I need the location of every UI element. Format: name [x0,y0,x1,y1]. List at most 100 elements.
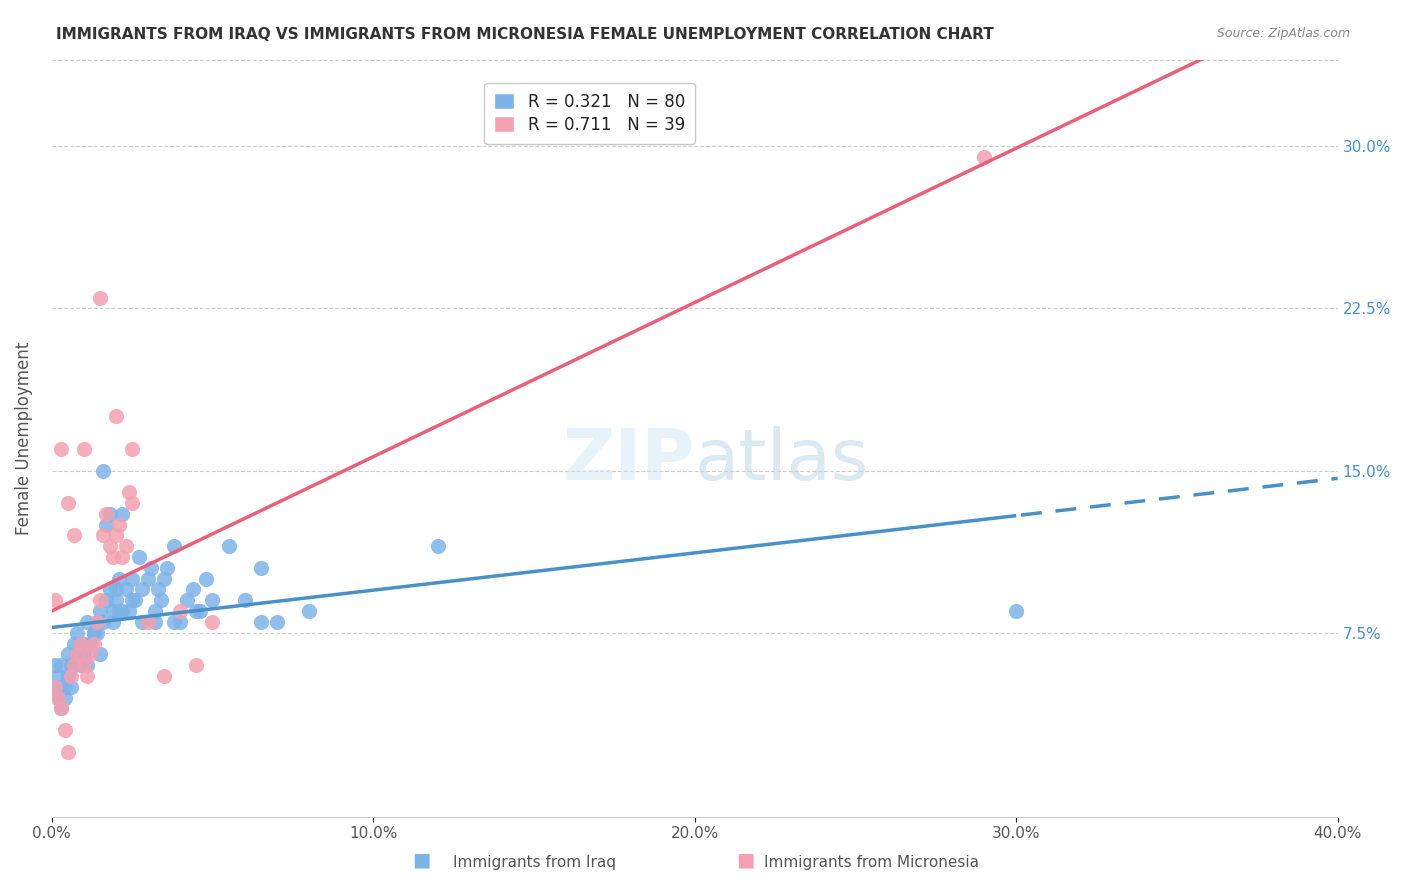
Point [66,648,89,662]
Point [169,604,191,618]
Point [56,669,79,683]
Point [51,658,73,673]
Point [108,604,131,618]
Point [218,539,240,553]
Point [69,636,91,650]
Point [186,604,208,618]
Text: atlas: atlas [695,426,869,495]
Point [233,593,256,607]
Point [188,604,211,618]
Point [51,442,73,456]
Point [73,658,96,673]
Point [60,669,83,683]
Point [201,615,224,629]
Point [73,636,96,650]
Point [195,572,218,586]
Point [101,550,124,565]
Point [56,669,79,683]
Point [121,593,143,607]
Point [111,507,134,521]
Text: ■: ■ [412,851,432,870]
Point [89,593,111,607]
Point [128,550,150,565]
Point [46,690,69,705]
Point [51,680,73,694]
Y-axis label: Female Unemployment: Female Unemployment [15,342,32,534]
Point [79,648,101,662]
Point [69,658,91,673]
Point [96,517,118,532]
Point [153,572,176,586]
Point [73,442,96,456]
Point [201,593,224,607]
Point [114,582,136,597]
Point [89,648,111,662]
Point [79,636,101,650]
Point [63,658,86,673]
Point [143,604,166,618]
Point [63,658,86,673]
Point [53,723,76,737]
Point [146,582,169,597]
Point [46,669,69,683]
Point [51,701,73,715]
Point [96,593,118,607]
Point [108,517,131,532]
Legend: R = 0.321   N = 80, R = 0.711   N = 39: R = 0.321 N = 80, R = 0.711 N = 39 [485,83,695,145]
Point [76,615,98,629]
Point [76,658,98,673]
Point [101,615,124,629]
Point [63,636,86,650]
Point [105,409,128,424]
Point [105,528,128,542]
Point [56,496,79,510]
Point [73,648,96,662]
Point [51,701,73,715]
Point [98,539,121,553]
Point [89,291,111,305]
Point [153,669,176,683]
Point [124,593,146,607]
Point [44,593,66,607]
Text: ZIP: ZIP [562,426,695,495]
Point [86,615,108,629]
Point [91,464,114,478]
Point [76,669,98,683]
Point [46,690,69,705]
Text: Immigrants from Iraq: Immigrants from Iraq [453,855,616,870]
Point [181,582,204,597]
Point [121,572,143,586]
Point [176,593,198,607]
Point [44,658,66,673]
Point [150,593,173,607]
Point [143,615,166,629]
Point [96,507,118,521]
Point [44,680,66,694]
Point [89,604,111,618]
Point [169,615,191,629]
Point [101,604,124,618]
Point [83,636,105,650]
Point [108,572,131,586]
Point [186,658,208,673]
Point [114,539,136,553]
Text: Immigrants from Micronesia: Immigrants from Micronesia [765,855,979,870]
Point [63,528,86,542]
Point [163,539,186,553]
Text: IMMIGRANTS FROM IRAQ VS IMMIGRANTS FROM MICRONESIA FEMALE UNEMPLOYMENT CORRELATI: IMMIGRANTS FROM IRAQ VS IMMIGRANTS FROM … [56,27,994,42]
Point [53,690,76,705]
Point [79,636,101,650]
Point [136,572,159,586]
Point [105,582,128,597]
Point [121,496,143,510]
Point [91,615,114,629]
Point [44,680,66,694]
Point [266,615,288,629]
Point [136,615,159,629]
Point [141,561,163,575]
Point [1005,604,1028,618]
Point [86,625,108,640]
Point [249,615,271,629]
Point [56,648,79,662]
Point [60,658,83,673]
